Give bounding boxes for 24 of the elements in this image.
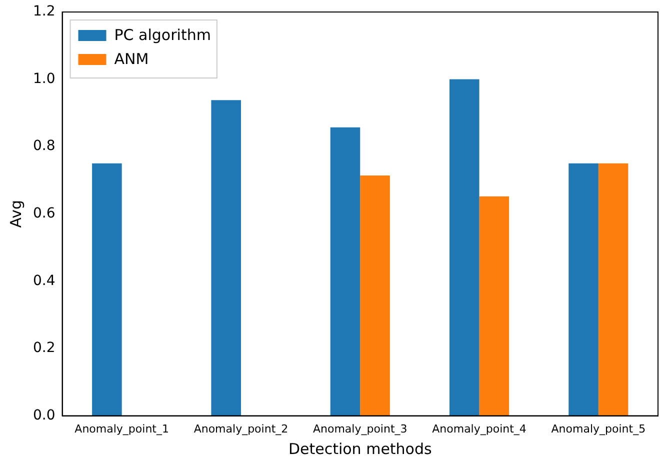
- bar: [598, 163, 628, 416]
- x-tick-label: Anomaly_point_3: [312, 422, 408, 436]
- y-tick-label: 1.0: [33, 70, 56, 87]
- y-tick-label: 0.4: [33, 272, 56, 289]
- x-tick-label: Anomaly_point_2: [194, 422, 288, 436]
- y-tick-label: 0.2: [33, 340, 56, 356]
- x-axis-title: Detection methods: [288, 440, 432, 458]
- x-tick-label: Anomaly_point_1: [74, 422, 169, 436]
- bar: [330, 127, 360, 416]
- bar: [360, 176, 390, 416]
- bar: [211, 100, 241, 416]
- x-tick-label: Anomaly_point_4: [432, 422, 526, 436]
- legend-label: ANM: [114, 50, 149, 68]
- x-tick-label: Anomaly_point_5: [551, 422, 646, 436]
- y-tick-label: 1.2: [33, 4, 56, 20]
- y-tick-label: 0.8: [33, 138, 56, 154]
- bar: [92, 163, 122, 416]
- y-tick-label: 0.6: [33, 206, 56, 222]
- bar: [479, 196, 510, 416]
- bar: [449, 79, 480, 416]
- bar: [568, 163, 598, 416]
- y-axis-title: Avg: [6, 200, 25, 228]
- y-tick-label: 0.0: [33, 407, 56, 424]
- legend-label: PC algorithm: [114, 26, 211, 44]
